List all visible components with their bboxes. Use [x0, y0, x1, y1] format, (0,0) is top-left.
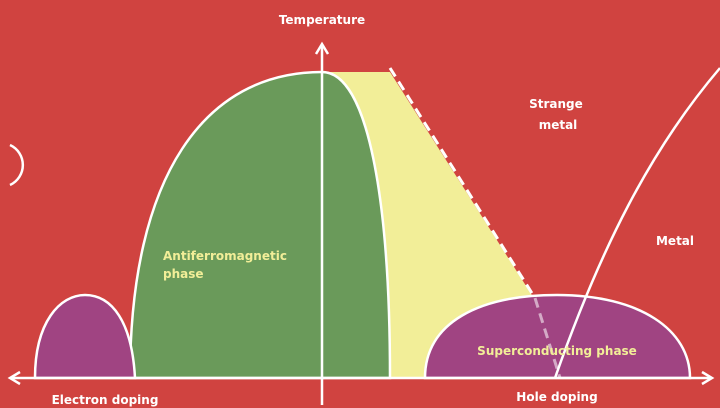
label-line: metal	[539, 118, 578, 132]
region-label: Pseudogap	[407, 249, 482, 263]
hole-sc-dome	[423, 293, 692, 380]
x-right-label: Hole doping	[516, 390, 597, 404]
region-label: Antiferromagnetic phase	[163, 249, 291, 281]
label-line: Superconducting phase	[477, 344, 637, 358]
region-label: Metal	[656, 234, 694, 248]
x-arrow-left	[7, 370, 21, 386]
y-arrow	[314, 41, 330, 55]
label-line: Metal	[656, 234, 694, 248]
metal-boundary	[553, 67, 720, 379]
edge-arc	[9, 143, 25, 187]
label-line: Pseudogap	[407, 249, 482, 263]
electron-sc-dome	[33, 293, 137, 380]
label-line: Antiferromagnetic	[163, 249, 287, 263]
pseudogap-boundary	[388, 67, 537, 299]
label-line: phase	[163, 267, 204, 281]
x-left-label: Electron doping	[52, 393, 159, 407]
region-label: Strange metal	[529, 97, 587, 132]
label-line: Strange	[529, 97, 583, 111]
x-arrow-right	[701, 370, 715, 386]
pseudogap-boundary-hidden	[533, 297, 562, 379]
region-label: Superconducting phase	[477, 344, 637, 358]
y-axis-label: Temperature	[279, 13, 365, 27]
